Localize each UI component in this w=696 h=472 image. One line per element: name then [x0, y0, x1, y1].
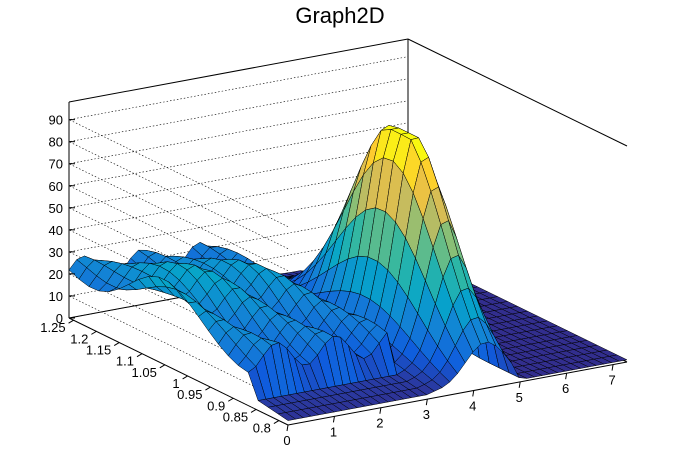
x-tick: [472, 390, 475, 397]
z-tick-label: 80: [49, 135, 63, 150]
y-tick-label: 1.15: [86, 343, 111, 358]
y-tick-label: 0.8: [253, 421, 271, 436]
z-tick-label: 20: [49, 267, 63, 282]
z-tick-label: 90: [49, 113, 63, 128]
y-tick: [136, 353, 143, 358]
x-tick: [518, 381, 521, 388]
z-grid-line: [68, 56, 409, 227]
y-tick: [273, 420, 280, 424]
z-tick-label: 30: [49, 245, 63, 260]
x-tick: [611, 364, 614, 371]
z-tick-label: 40: [49, 223, 63, 238]
x-tick: [286, 424, 289, 432]
z-tick-label: 60: [49, 179, 63, 194]
z-grid-line: [68, 232, 409, 404]
z-tick-label: 0: [56, 311, 63, 326]
y-tick-label: 0.9: [207, 398, 225, 413]
y-tick: [250, 408, 257, 413]
y-tick-label: 1: [172, 376, 179, 391]
y-tick-label: 1.1: [116, 354, 134, 369]
x-tick: [565, 373, 568, 380]
z-grid-line: [68, 100, 409, 271]
surface-cell: [277, 412, 297, 421]
x-tick-label: 1: [330, 424, 337, 439]
x-tick-label: 6: [562, 381, 569, 396]
x-tick-label: 3: [423, 407, 430, 422]
x-tick-label: 4: [469, 398, 476, 413]
y-tick-label: 1.25: [40, 320, 65, 335]
x-tick-label: 0: [283, 433, 290, 448]
z-tick-label: 10: [49, 289, 63, 304]
x-tick-label: 5: [516, 390, 523, 405]
x-tick: [379, 407, 382, 414]
frame-edge: [68, 38, 409, 103]
y-tick: [205, 386, 211, 391]
chart-title: Graph2D: [295, 3, 384, 28]
y-tick-label: 1.2: [70, 331, 88, 346]
y-tick-label: 0.85: [223, 409, 248, 424]
y-tick: [113, 342, 120, 346]
frame-edge: [68, 317, 289, 426]
y-tick: [91, 330, 97, 335]
z-grid-line: [68, 78, 409, 249]
y-tick: [159, 364, 166, 369]
x-tick-label: 2: [376, 416, 383, 431]
x-tick: [425, 399, 428, 406]
x-tick: [332, 416, 335, 423]
y-tick: [182, 375, 188, 380]
frame-edge: [287, 361, 628, 426]
y-tick: [68, 319, 74, 324]
y-tick: [227, 397, 234, 402]
z-tick-label: 70: [49, 157, 63, 172]
frame-edge: [407, 38, 628, 147]
y-tick-label: 0.95: [177, 387, 202, 402]
y-tick-label: 1.05: [132, 365, 157, 380]
z-tick-label: 50: [49, 201, 63, 216]
x-tick-label: 7: [608, 373, 615, 388]
z-grid-line: [68, 210, 409, 382]
